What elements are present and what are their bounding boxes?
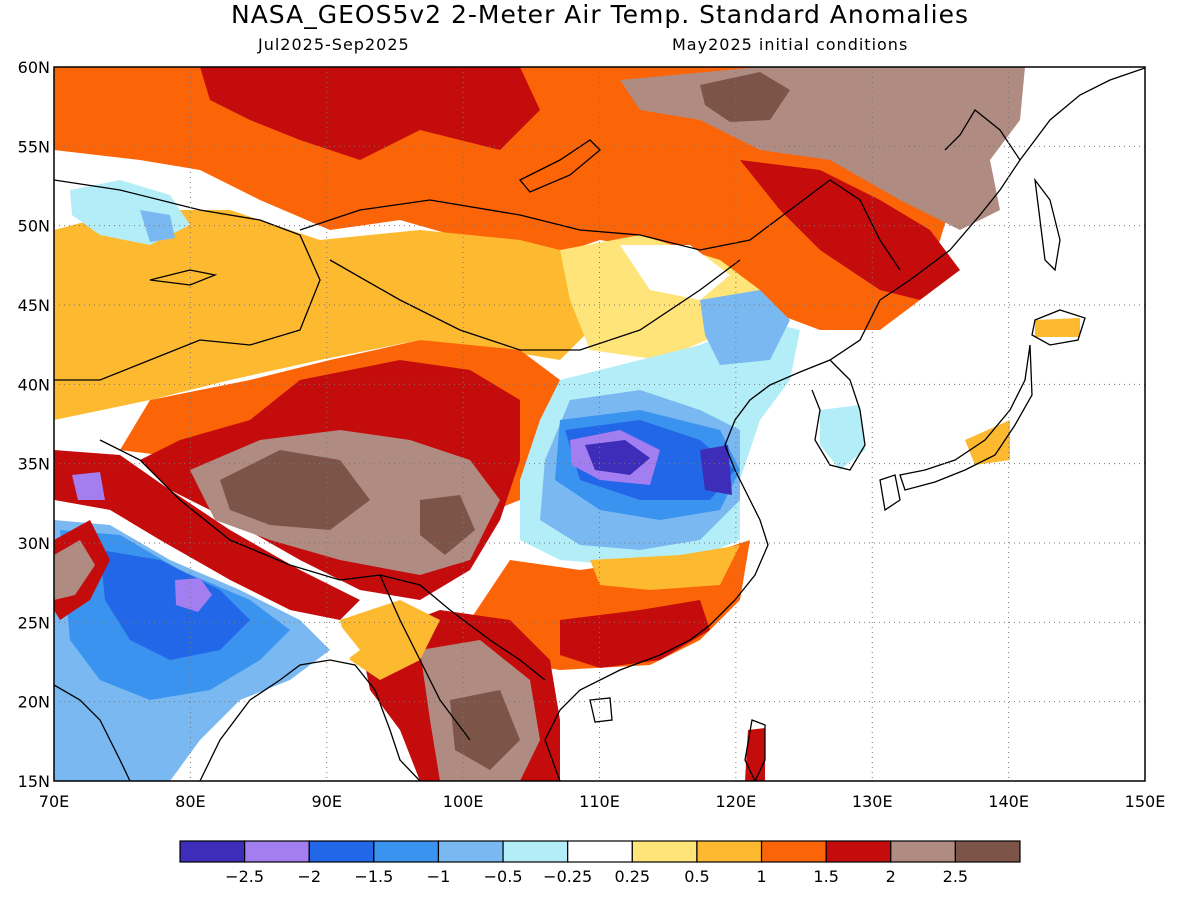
taiwan-warm: [745, 728, 765, 781]
sakhalin-coastline: [1034, 177, 1061, 272]
legend-label: −1.5: [354, 867, 393, 886]
india-coastline: [54, 684, 131, 781]
okhotsk-coastline: [1019, 67, 1145, 161]
myanmar-border: [379, 574, 471, 741]
korea-coastline: [811, 359, 866, 471]
kazakhstan-cool-core: [140, 210, 175, 242]
china-east-coastline: [544, 299, 881, 781]
taiwan-coastline: [744, 719, 766, 781]
lat-tick-label: 15N: [18, 772, 50, 791]
pakistan-colder: [72, 472, 105, 500]
lon-tick-label: 120E: [716, 792, 757, 811]
russia-pacific-coastline: [879, 109, 1021, 301]
india-colder: [175, 578, 212, 612]
lat-tick-label: 40N: [18, 375, 50, 394]
pakistan-anomaly: [54, 540, 95, 600]
legend-label: −2.5: [225, 867, 264, 886]
mongolia-neutral: [620, 245, 730, 300]
northeast-china-warm: [740, 160, 960, 300]
initial-conditions: May2025 initial conditions: [672, 35, 909, 54]
tibet-core: [220, 450, 370, 530]
legend-swatch: [437, 840, 504, 863]
legend-swatch: [244, 840, 310, 863]
legend-label: 2.5: [943, 867, 968, 886]
lat-tick-label: 35N: [18, 455, 50, 474]
legend-swatch: [373, 840, 440, 863]
himalaya-border: [99, 439, 451, 611]
north-china-coldest: [585, 440, 650, 475]
legend-swatch: [696, 840, 763, 863]
lat-tick-label: 25N: [18, 613, 50, 632]
lon-tick-label: 110E: [579, 792, 620, 811]
inner-mongolia-cool: [700, 290, 790, 365]
siberia-strong-warm: [200, 67, 540, 160]
bay-of-bengal-coastline: [199, 659, 421, 781]
legend-swatch: [308, 840, 375, 863]
south-china-mild: [590, 545, 740, 590]
indochina-border: [449, 609, 546, 681]
legend-swatch: [760, 840, 827, 863]
mongolia-border: [299, 179, 901, 271]
legend-label: 2: [886, 867, 896, 886]
axis-ticks: 70E 80E 90E 100E 110E 120E 130E 140E 150E 15N 20N 2…: [18, 58, 1166, 811]
anomaly-fields: [54, 67, 1080, 781]
far-east-russia-core: [700, 72, 790, 122]
lat-tick-label: 30N: [18, 534, 50, 553]
korea-cool: [820, 405, 865, 470]
map-gridlines: [54, 67, 1145, 781]
legend-label: −2: [297, 867, 321, 886]
map-plot-area: [54, 67, 1145, 781]
shandong-coldest: [700, 445, 732, 495]
lon-tick-label: 70E: [39, 792, 69, 811]
south-china-strong-warm: [560, 600, 710, 668]
himalaya-warm-edge: [54, 450, 360, 620]
lon-tick-label: 130E: [852, 792, 893, 811]
legend-label: 1.5: [813, 867, 838, 886]
legend-swatch: [954, 840, 1021, 863]
baikal-lake: [518, 139, 601, 193]
coastlines-borders: [54, 67, 1145, 781]
map-frame: [53, 66, 1146, 782]
legend-swatch: [631, 840, 698, 863]
lat-tick-label: 45N: [18, 296, 50, 315]
lon-tick-label: 140E: [988, 792, 1029, 811]
legend-swatch: [502, 840, 569, 863]
lon-tick-label: 80E: [175, 792, 205, 811]
color-legend: −2.5 −2 −1.5 −1 −0.5 −0.25 0.25 0.5 1 1.5 2 2.5: [179, 840, 1021, 886]
balkhash-lake: [149, 269, 218, 286]
legend-swatch: [567, 840, 633, 863]
central-asia-warm: [54, 210, 620, 420]
legend-label: 1: [756, 867, 766, 886]
legend-label: −0.5: [484, 867, 523, 886]
lat-tick-label: 50N: [18, 217, 50, 236]
hokkaido-coastline: [1031, 309, 1086, 346]
japan-mild: [965, 420, 1010, 465]
lon-tick-label: 100E: [443, 792, 484, 811]
legend-label: 0.25: [614, 867, 650, 886]
kyushu-coastline: [879, 474, 901, 512]
lat-tick-label: 55N: [18, 137, 50, 156]
legend-swatch: [179, 840, 246, 863]
honshu-coastline: [899, 344, 1033, 491]
india-cold: [100, 550, 250, 660]
legend-swatch: [890, 840, 956, 863]
legend-label: 0.5: [684, 867, 709, 886]
legend-label: −0.25: [543, 867, 592, 886]
qinghai-core: [420, 495, 475, 555]
hainan-coastline: [589, 697, 613, 723]
lon-tick-label: 90E: [312, 792, 342, 811]
hokkaido-mild: [1035, 318, 1080, 337]
forecast-period: Jul2025-Sep2025: [258, 35, 410, 54]
lat-tick-label: 60N: [18, 58, 50, 77]
lon-tick-label: 150E: [1125, 792, 1166, 811]
indochina-core: [450, 690, 520, 770]
lat-tick-label: 20N: [18, 693, 50, 712]
map-title: NASA_GEOS5v2 2-Meter Air Temp. Standard …: [231, 0, 969, 29]
myanmar-mild: [340, 600, 440, 680]
legend-label: −1: [427, 867, 451, 886]
legend-swatch: [825, 840, 892, 863]
